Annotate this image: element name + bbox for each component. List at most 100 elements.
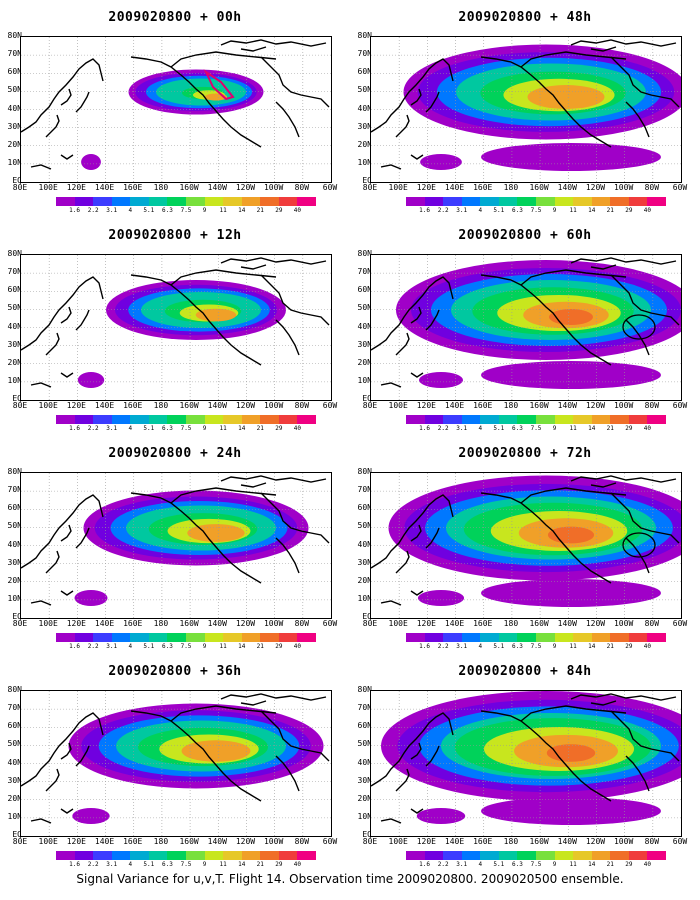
lon-tick-label: 120E: [66, 837, 86, 846]
coastline: [610, 710, 680, 762]
lat-tick-label: 80N: [7, 249, 22, 258]
coastline: [520, 51, 627, 68]
colorbar-swatch: [610, 633, 630, 642]
lon-tick-label: 160W: [179, 401, 199, 410]
colorbar-swatch: [223, 197, 243, 206]
lon-tick-label: 100W: [263, 401, 284, 410]
variance-blob-sw: [77, 372, 105, 388]
lon-tick-label: 140W: [557, 837, 577, 846]
coastline: [570, 257, 677, 265]
coastline: [410, 372, 424, 378]
coastline: [395, 768, 410, 792]
coastline: [570, 475, 677, 483]
map-frame: [370, 36, 682, 183]
colorbar-tick-label: 7.5: [530, 861, 542, 868]
coastline: [410, 306, 422, 324]
coastline: [240, 482, 267, 488]
colorbar-tick-label: 2.2: [437, 207, 449, 214]
coastline: [425, 91, 440, 113]
colorbar-tick-label: 9: [202, 643, 207, 650]
coastline: [410, 808, 424, 814]
colorbar-tick-label: 9: [552, 207, 557, 214]
coastline: [60, 524, 72, 542]
colorbar: 1.6 2.2 3.1 4 5.1 6.3 7.5 9 11 14 21 29 40: [406, 197, 667, 217]
colorbar-swatch: [74, 851, 94, 860]
coastline: [45, 114, 60, 138]
colorbar-swatch: [610, 415, 630, 424]
lon-tick-label: 80E: [12, 619, 28, 628]
coastline: [410, 590, 424, 596]
colorbar-swatch: [406, 851, 426, 860]
colorbar-swatch: [554, 197, 574, 206]
coastline: [590, 264, 617, 270]
lon-tick-label: 80E: [362, 837, 378, 846]
lat-tick-label: 60N: [357, 503, 372, 513]
colorbar-tick-label: 1.6: [69, 861, 80, 868]
lat-tick-label: 80N: [7, 685, 22, 694]
colorbar-swatch: [93, 633, 113, 642]
colorbar-tick-label: 3.1: [456, 425, 468, 432]
map-frame: [20, 690, 332, 837]
lat-tick-label: 30N: [7, 557, 22, 567]
colorbar-tick-label: 7.5: [180, 207, 192, 214]
lon-tick-label: 60W: [672, 401, 688, 410]
lat-tick-label: 40N: [357, 757, 372, 767]
colorbar-swatch: [498, 415, 518, 424]
lat-tick-label: 40N: [7, 321, 22, 331]
colorbar-swatch: [517, 415, 537, 424]
colorbar-swatch: [424, 851, 444, 860]
lat-tick-label: 20N: [357, 575, 372, 585]
lon-tick-label: 140W: [207, 401, 227, 410]
coastline: [60, 742, 72, 760]
colorbar-swatch: [148, 851, 168, 860]
colorbar-swatch: [591, 633, 611, 642]
lat-tick-label: EQ: [12, 394, 22, 403]
colorbar-swatch: [148, 633, 168, 642]
map-panel: 2009020800 + 12h 80N 70N 60N 50N 40N 30N 20N 10N…: [8, 228, 350, 438]
lat-tick-label: 20N: [7, 575, 22, 585]
colorbar-tick-label: 6.3: [162, 861, 173, 868]
lon-tick-label: 100W: [613, 401, 634, 410]
coastline: [260, 492, 330, 544]
colorbar-tick-label: 4: [128, 425, 133, 432]
colorbar-swatch: [517, 633, 537, 642]
coastline: [371, 276, 454, 351]
lon-tick-label: 80E: [12, 837, 28, 846]
lon-tick-label: 60W: [322, 183, 338, 192]
map-frame: [20, 36, 332, 183]
colorbar-tick-label: 1.6: [69, 207, 80, 214]
lon-tick-label: 100W: [263, 837, 284, 846]
lat-tick-label: 70N: [357, 49, 372, 59]
colorbar-tick-label: 1.6: [419, 207, 430, 214]
coastline: [590, 700, 617, 706]
colorbar-tick-label: 21: [606, 643, 614, 650]
lon-tick-label: 180: [503, 837, 519, 846]
colorbar-swatch: [241, 633, 261, 642]
lon-tick-label: 140W: [557, 401, 577, 410]
colorbar-tick-label: 3.1: [106, 643, 118, 650]
colorbar-tick-label: 3.1: [456, 861, 468, 868]
colorbar-swatch: [297, 633, 317, 642]
coastline: [240, 46, 267, 52]
lon-tick-label: 160W: [179, 619, 199, 628]
colorbar-tick-label: 6.3: [512, 643, 523, 650]
lat-tick-label: EQ: [362, 394, 372, 403]
lon-tick-label: 80W: [294, 837, 310, 846]
lon-tick-label: 160E: [473, 183, 493, 192]
lon-tick-label: 160E: [123, 837, 143, 846]
colorbar-swatch: [130, 415, 150, 424]
colorbar-swatch: [167, 851, 187, 860]
colorbar-tick-label: 7.5: [530, 643, 542, 650]
colorbar-swatch: [260, 415, 280, 424]
colorbar-tick-label: 3.1: [106, 861, 118, 868]
colorbar-swatch: [536, 633, 556, 642]
variance-map: [21, 691, 331, 836]
colorbar-swatch: [554, 633, 574, 642]
colorbar-swatch: [461, 415, 481, 424]
colorbar-tick-label: 4: [478, 425, 483, 432]
colorbar-tick-label: 5.1: [493, 643, 505, 650]
colorbar-swatch: [204, 197, 224, 206]
lon-tick-label: 100W: [613, 183, 634, 192]
panel-title: 2009020800 + 48h: [458, 10, 592, 25]
